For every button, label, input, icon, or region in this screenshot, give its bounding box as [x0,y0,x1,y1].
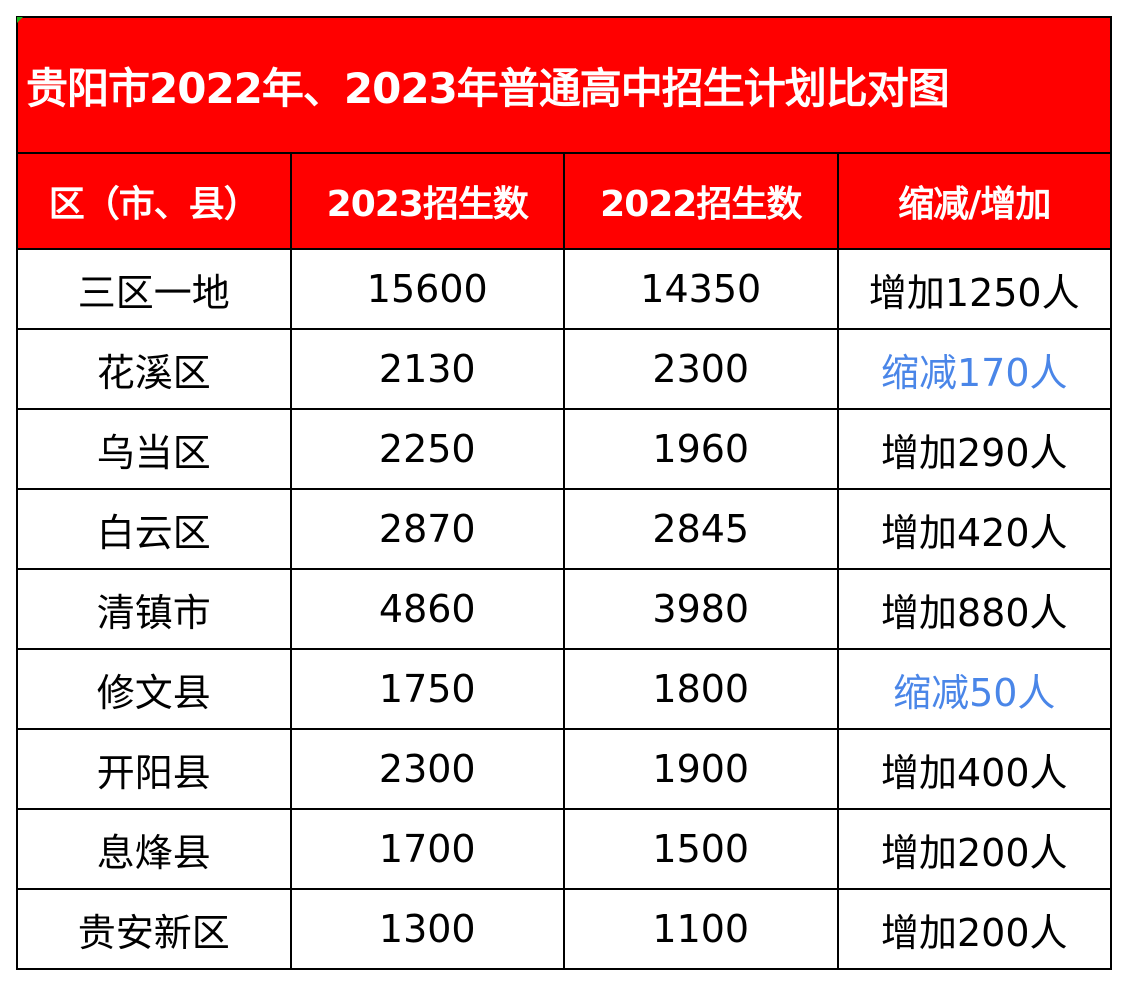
table-row: 乌当区 2250 1960 增加290人 [16,408,1112,490]
table-row: 白云区 2870 2845 增加420人 [16,488,1112,570]
enroll-2022-cell: 14350 [563,248,839,330]
area-cell: 息烽县 [16,808,292,890]
enroll-2022-cell: 1960 [563,408,839,490]
change-cell: 增加290人 [836,408,1112,490]
enroll-2022-cell: 1900 [563,728,839,810]
area-cell: 贵安新区 [16,888,292,970]
area-cell: 清镇市 [16,568,292,650]
change-cell: 增加880人 [836,568,1112,650]
table-row: 修文县 1750 1800 缩减50人 [16,648,1112,730]
area-cell: 三区一地 [16,248,292,330]
change-cell: 缩减50人 [836,648,1112,730]
area-cell: 花溪区 [16,328,292,410]
enroll-2023-cell: 1750 [289,648,565,730]
title-row: 贵阳市2022年、2023年普通高中招生计划比对图 [16,16,1112,154]
enroll-2022-cell: 2845 [563,488,839,570]
table-row: 贵安新区 1300 1100 增加200人 [16,888,1112,970]
enroll-2023-cell: 2870 [289,488,565,570]
enroll-2023-cell: 15600 [289,248,565,330]
enrollment-table: 贵阳市2022年、2023年普通高中招生计划比对图 区（市、县） 2023招生数… [16,16,1112,970]
table-row: 息烽县 1700 1500 增加200人 [16,808,1112,890]
table-row: 开阳县 2300 1900 增加400人 [16,728,1112,810]
change-cell: 增加400人 [836,728,1112,810]
enroll-2023-cell: 2300 [289,728,565,810]
header-row: 区（市、县） 2023招生数 2022招生数 缩减/增加 [16,152,1112,250]
enroll-2023-cell: 2250 [289,408,565,490]
table-row: 三区一地 15600 14350 增加1250人 [16,248,1112,330]
cell-marker-icon [17,17,23,23]
header-2023: 2023招生数 [289,152,565,250]
table-title: 贵阳市2022年、2023年普通高中招生计划比对图 [16,16,1112,154]
enroll-2022-cell: 1500 [563,808,839,890]
enroll-2023-cell: 4860 [289,568,565,650]
area-cell: 白云区 [16,488,292,570]
area-cell: 修文县 [16,648,292,730]
change-cell: 增加1250人 [836,248,1112,330]
area-cell: 开阳县 [16,728,292,810]
change-cell: 增加200人 [836,888,1112,970]
enroll-2022-cell: 1800 [563,648,839,730]
area-cell: 乌当区 [16,408,292,490]
table-row: 花溪区 2130 2300 缩减170人 [16,328,1112,410]
enroll-2022-cell: 1100 [563,888,839,970]
change-cell: 增加420人 [836,488,1112,570]
header-change: 缩减/增加 [836,152,1112,250]
enroll-2023-cell: 1700 [289,808,565,890]
header-2022: 2022招生数 [563,152,839,250]
enroll-2022-cell: 3980 [563,568,839,650]
enroll-2023-cell: 1300 [289,888,565,970]
change-cell: 缩减170人 [836,328,1112,410]
change-cell: 增加200人 [836,808,1112,890]
table-row: 清镇市 4860 3980 增加880人 [16,568,1112,650]
header-area: 区（市、县） [16,152,292,250]
enroll-2022-cell: 2300 [563,328,839,410]
enroll-2023-cell: 2130 [289,328,565,410]
